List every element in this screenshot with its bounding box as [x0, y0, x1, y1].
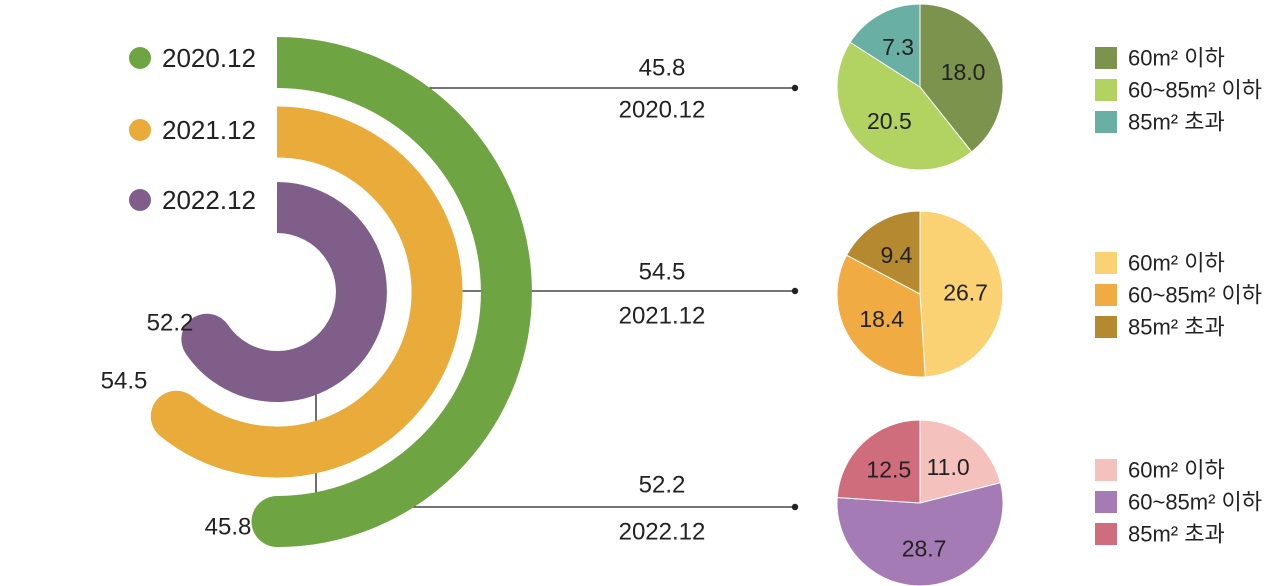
- pie-slice-label: 18.0: [941, 59, 986, 85]
- radial-legend: 2020.12 2021.12 2022.12: [129, 43, 256, 215]
- radial-value-label: 45.8: [205, 514, 252, 541]
- callout-date: 2020.12: [619, 97, 706, 124]
- pie-slice-label: 9.4: [881, 242, 913, 268]
- pie-slice: [845, 210, 921, 295]
- radial-bar-cap-1: [150, 390, 202, 442]
- legend-label: 2020.12: [162, 43, 256, 73]
- callout-labels: 45.8 2020.12 54.5 2021.12 52.2 2022.12: [619, 55, 706, 546]
- pie-slice-label: 28.7: [902, 536, 947, 562]
- pie-slice: [836, 41, 973, 171]
- callout-date: 2021.12: [619, 303, 706, 330]
- legend-swatch-icon: [1095, 459, 1117, 481]
- callout-date: 2022.12: [619, 519, 706, 546]
- legend-swatch-icon: [1095, 252, 1117, 274]
- pie-slice-label: 12.5: [866, 457, 911, 483]
- legend-label: 2022.12: [162, 185, 256, 215]
- radial-bar-cap-2: [181, 313, 233, 365]
- pie-legend-label: 60m² 이하: [1128, 458, 1225, 483]
- radial-bar-2: [185, 182, 387, 402]
- legend-swatch-icon: [1095, 284, 1117, 306]
- pie-charts: 18.0 20.5 7.3 26.7 18.4 9.4 11.0 28.7 12.5: [836, 3, 1004, 586]
- callout-value: 45.8: [639, 55, 686, 82]
- pie-legend-label: 60~85m² 이하: [1128, 490, 1262, 515]
- legend-swatch-icon: [1095, 79, 1117, 101]
- pie-legend-label: 60~85m² 이하: [1128, 283, 1262, 308]
- legend-label: 2021.12: [162, 115, 256, 145]
- pie-slice: [919, 3, 1004, 153]
- radial-bar-0: [276, 37, 532, 547]
- pie-legends: 60m² 이하 60~85m² 이하 85m² 초과 60m² 이하 60~85m² 이…: [1095, 46, 1262, 547]
- pie-legend-label: 60m² 이하: [1128, 251, 1225, 276]
- connector-dot: [791, 287, 799, 295]
- radial-bar-cap-0: [251, 496, 303, 547]
- pie-slice-label: 18.4: [859, 306, 904, 332]
- pie-slice-label: 7.3: [882, 34, 914, 60]
- pie-legend-label: 60m² 이하: [1128, 46, 1225, 71]
- radial-bar-1: [160, 106, 463, 478]
- callout-value: 54.5: [639, 259, 686, 286]
- pie-slice-label: 20.5: [867, 108, 912, 134]
- radial-value-label: 52.2: [147, 310, 194, 337]
- connector-dot: [791, 84, 799, 92]
- legend-swatch-icon: [1095, 491, 1117, 513]
- pie-slice: [849, 3, 921, 88]
- pie-legend-label: 85m² 초과: [1128, 110, 1225, 135]
- legend-dot-icon: [129, 119, 151, 141]
- pie-slice-label: 11.0: [927, 454, 970, 480]
- legend-swatch-icon: [1095, 47, 1117, 69]
- radial-value-label: 54.5: [101, 368, 148, 395]
- legend-dot-icon: [129, 189, 151, 211]
- legend-dot-icon: [129, 47, 151, 69]
- legend-swatch-icon: [1095, 111, 1117, 133]
- pie-legend-label: 60~85m² 이하: [1128, 78, 1262, 103]
- pie-legend-label: 85m² 초과: [1128, 522, 1225, 547]
- pie-slice: [836, 419, 921, 504]
- legend-swatch-icon: [1095, 316, 1117, 338]
- pie-slice: [919, 210, 1004, 378]
- connector-dot: [791, 503, 799, 511]
- radial-bar-chart: 45.8 54.5 52.2: [101, 37, 532, 547]
- pie-slice-label: 26.7: [943, 280, 988, 306]
- pie-legend-label: 85m² 초과: [1128, 315, 1225, 340]
- legend-swatch-icon: [1095, 523, 1117, 545]
- callout-value: 52.2: [639, 472, 686, 499]
- pie-slice: [919, 419, 1002, 504]
